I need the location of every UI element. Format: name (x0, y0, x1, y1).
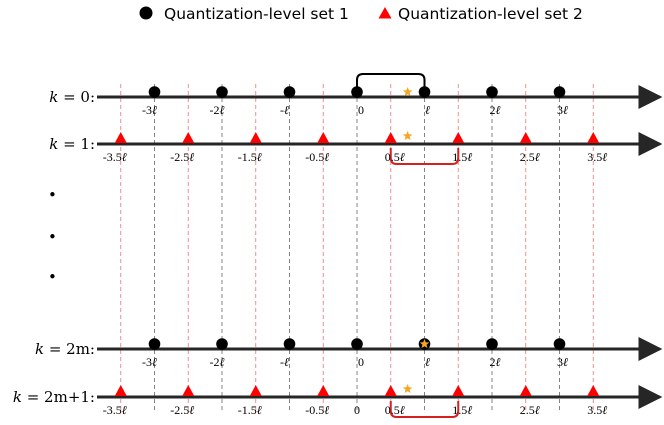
quantization-interval-bracket (389, 148, 460, 165)
set2-level-marker (587, 132, 600, 143)
vertical-ellipsis: • • • (48, 186, 57, 286)
tick-label: 2.5ℓ (520, 150, 540, 164)
set1-level-marker (553, 338, 566, 350)
set1-level-marker (351, 338, 363, 350)
tick-label: -2.5ℓ (170, 403, 194, 417)
set1-level-marker (283, 86, 296, 98)
row-2: k = 2m: -3ℓ -2ℓ -ℓ 0 ℓ 2ℓ 3ℓ (35, 337, 663, 369)
set1-level-marker (351, 86, 363, 98)
tick-label: -1.5ℓ (238, 150, 262, 164)
set1-level-marker (486, 86, 498, 98)
set1-level-marker (216, 86, 228, 98)
set1-level-marker (418, 86, 431, 98)
row-label: k = 2m: (35, 340, 95, 358)
set2-level-marker (452, 385, 465, 396)
row-0: k = 0: -3ℓ -2ℓ -ℓ 0 ℓ 2ℓ 3ℓ (49, 73, 663, 117)
tick-label: 2ℓ (490, 103, 501, 117)
row-label: k = 1: (49, 135, 95, 153)
tick-label: 0 (354, 403, 360, 417)
set1-level-marker (148, 338, 161, 350)
tick-label: -2ℓ (210, 103, 225, 117)
quantization-interval-bracket (356, 73, 426, 93)
legend-set2-marker (378, 7, 392, 19)
tick-label: -2ℓ (210, 355, 225, 369)
set2-level-marker (519, 132, 532, 143)
tick-label: -1.5ℓ (238, 403, 262, 417)
legend-set1-marker (139, 6, 153, 20)
set2-level-marker (587, 385, 600, 396)
row-label: k = 2m+1: (13, 388, 95, 406)
tick-label: -2.5ℓ (170, 150, 194, 164)
set1-level-marker (486, 338, 498, 350)
set1-level-marker (283, 338, 296, 350)
set1-level-marker (148, 86, 161, 98)
ellipsis-dot: • (48, 268, 57, 286)
set1-level-marker (553, 86, 566, 98)
tick-label: 0.5ℓ (385, 403, 405, 417)
tick-label: -0.5ℓ (305, 403, 329, 417)
tick-label: -3.5ℓ (103, 403, 127, 417)
tick-label: ℓ (425, 355, 430, 369)
target-value-star-icon (419, 339, 430, 349)
target-value-star-icon (402, 87, 413, 97)
tick-label: 3.5ℓ (587, 403, 607, 417)
legend-set1-label: Quantization-level set 1 (164, 5, 349, 23)
target-value-star-icon (402, 384, 413, 394)
tick-label: -0.5ℓ (305, 150, 329, 164)
legend-set2-label: Quantization-level set 2 (398, 5, 583, 23)
tick-label: 0 (358, 103, 364, 117)
tick-label: 2ℓ (490, 355, 501, 369)
set2-level-marker (182, 385, 195, 396)
quantization-interval-bracket (389, 401, 460, 418)
tick-label: -ℓ (280, 103, 289, 117)
tick-label: -ℓ (280, 355, 289, 369)
set2-level-marker (317, 132, 330, 143)
row-3: k = 2m+1: -3.5ℓ -2.5ℓ -1.5ℓ -0.5ℓ 0.5ℓ 1.5ℓ 2.5… (13, 384, 663, 418)
ellipsis-dot: • (48, 228, 57, 246)
tick-label: 3ℓ (557, 355, 568, 369)
set2-level-marker (519, 385, 532, 396)
set2-level-marker (317, 385, 330, 396)
row-label: k = 0: (49, 88, 95, 106)
set2-level-marker (114, 132, 127, 143)
tick-label: -3ℓ (142, 103, 157, 117)
set2-level-marker (384, 132, 397, 143)
tick-label: 1.5ℓ (452, 150, 472, 164)
guide-lines (120, 84, 594, 410)
tick-label: 3.5ℓ (587, 150, 607, 164)
tick-label: 1.5ℓ (452, 403, 472, 417)
set2-level-marker (452, 132, 465, 143)
ellipsis-dot: • (48, 186, 57, 204)
set2-level-marker (249, 385, 262, 396)
set2-level-marker (249, 132, 262, 143)
row-1: k = 1: -3.5ℓ -2.5ℓ -1.5ℓ -0.5ℓ 0.5ℓ 1.5ℓ 2.5ℓ 3.… (49, 131, 663, 165)
set1-level-marker (216, 338, 228, 350)
set2-level-marker (384, 385, 397, 396)
legend: Quantization-level set 1 Quantization-le… (139, 5, 583, 23)
tick-label: -3ℓ (142, 355, 157, 369)
tick-label: 2.5ℓ (520, 403, 540, 417)
tick-label: 0 (358, 355, 364, 369)
tick-label: 0.5ℓ (385, 150, 405, 164)
rows: k = 0: -3ℓ -2ℓ -ℓ 0 ℓ 2ℓ 3ℓ k = 1: -3.5ℓ -2.5ℓ -1.5… (13, 73, 663, 418)
tick-label: 3ℓ (557, 103, 568, 117)
tick-label: -3.5ℓ (103, 150, 127, 164)
set2-level-marker (114, 385, 127, 396)
set2-level-marker (182, 132, 195, 143)
target-value-star-icon (402, 131, 413, 141)
tick-label: ℓ (425, 103, 430, 117)
